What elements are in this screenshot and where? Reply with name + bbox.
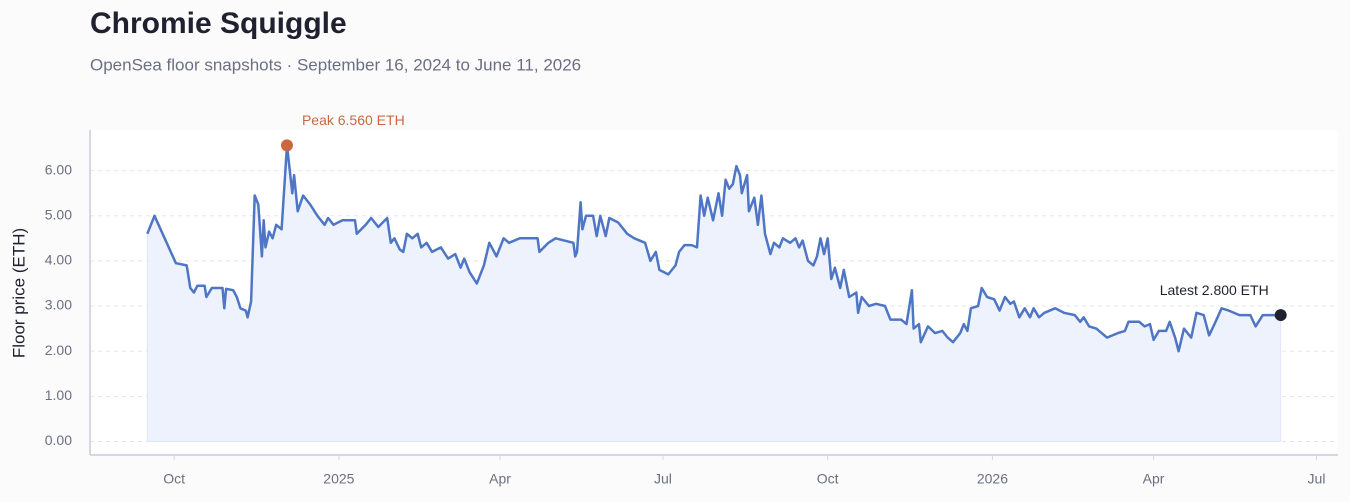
marker xyxy=(1274,309,1287,322)
y-tick-label: 0.00 xyxy=(45,432,72,448)
chart-title: Chromie Squiggle xyxy=(90,7,347,40)
chart-subtitle: OpenSea floor snapshots · September 16, … xyxy=(90,55,581,74)
y-tick-label: 3.00 xyxy=(45,297,72,313)
y-tick-label: 4.00 xyxy=(45,252,72,268)
marker xyxy=(280,139,293,152)
annotation: Latest 2.800 ETH xyxy=(1160,282,1269,298)
x-tick-label: Apr xyxy=(1143,471,1165,487)
y-tick-label: 1.00 xyxy=(45,387,72,403)
y-tick-label: 2.00 xyxy=(45,342,72,358)
y-tick-label: 6.00 xyxy=(45,161,72,177)
x-tick-label: 2026 xyxy=(977,471,1008,487)
x-tick-label: Apr xyxy=(489,471,511,487)
x-tick-label: Oct xyxy=(817,471,839,487)
y-tick-label: 5.00 xyxy=(45,206,72,222)
x-tick-label: Oct xyxy=(163,471,185,487)
y-axis-label: Floor price (ETH) xyxy=(9,228,28,358)
x-tick-label: Jul xyxy=(654,471,672,487)
line xyxy=(146,144,1281,353)
x-tick-label: Jul xyxy=(1308,471,1326,487)
annotation: Peak 6.560 ETH xyxy=(302,112,405,128)
x-tick-label: 2025 xyxy=(323,471,354,487)
